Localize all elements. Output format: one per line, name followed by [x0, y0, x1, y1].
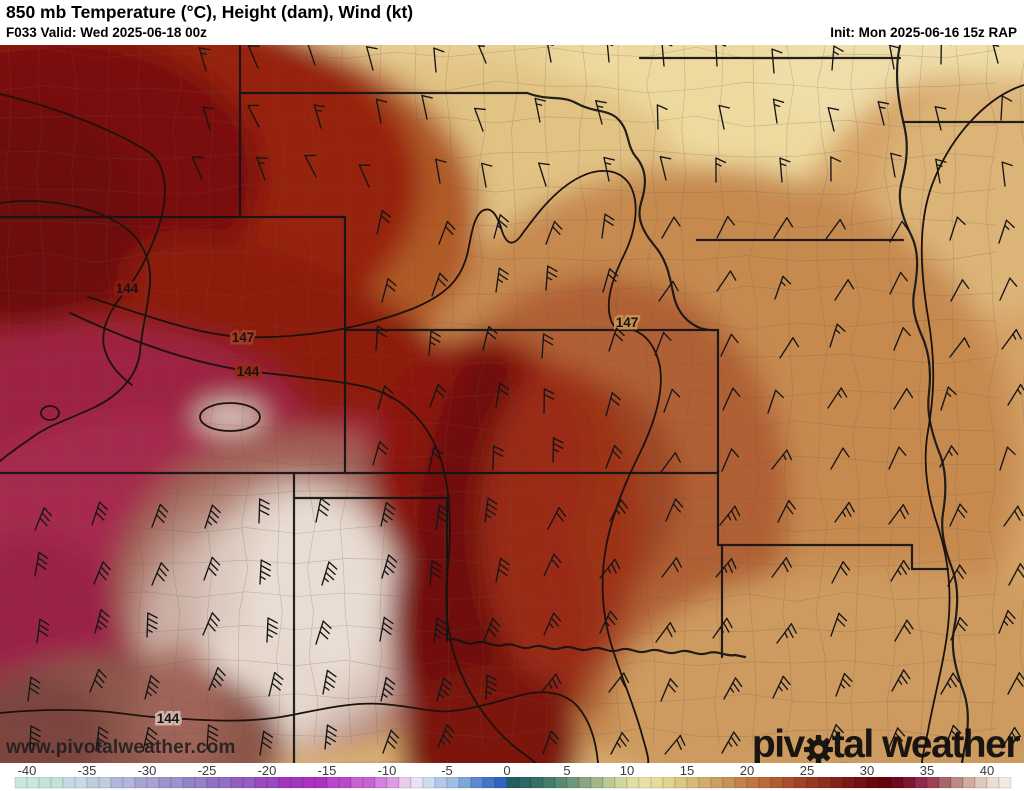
svg-text:147: 147	[232, 330, 255, 345]
county-borders	[0, 45, 1024, 763]
legend-tick-label: -30	[137, 763, 157, 778]
legend-tick-label: -35	[77, 763, 97, 778]
temperature-legend: -40 -35 -30 -25 -20 -15 -10 -5 0 5 10 15 20 25 30 35 40	[0, 763, 1024, 791]
legend-tick-label: -10	[377, 763, 397, 778]
model-init-label: Init: Mon 2025-06-16 15z RAP	[830, 25, 1017, 40]
contour-labels: 144 147 144 147 144	[113, 279, 641, 729]
legend-tick-label: -25	[197, 763, 217, 778]
legend-tick-label: 40	[979, 763, 995, 778]
logo-text-left: piv	[751, 723, 805, 766]
legend-tick-label: 20	[739, 763, 755, 778]
legend-tick-label: 0	[503, 763, 511, 778]
svg-text:144: 144	[157, 711, 180, 726]
map-header: 850 mb Temperature (°C), Height (dam), W…	[0, 0, 1024, 45]
legend-tick-label: 5	[563, 763, 571, 778]
legend-tick-label: -40	[17, 763, 37, 778]
legend-tick-label: 15	[679, 763, 695, 778]
legend-tick-label: 35	[919, 763, 935, 778]
legend-tick-label: -15	[317, 763, 337, 778]
pivotal-weather-logo: piv tal weat	[751, 723, 1021, 766]
legend-tick-label: -5	[441, 763, 453, 778]
page-title: 850 mb Temperature (°C), Height (dam), W…	[6, 2, 414, 22]
forecast-valid-label: F033 Valid: Wed 2025-06-18 00z	[6, 25, 207, 40]
logo-text-right: tal weather	[831, 723, 1021, 766]
legend-tick-label: 10	[619, 763, 635, 778]
weather-map-canvas: 144 147 144 147 144 www.pivotalweather.com p…	[0, 45, 1024, 766]
legend-colorbar	[14, 777, 1012, 789]
watermark: www.pivotalweather.com	[6, 737, 236, 758]
map-graphics: 144 147 144 147 144	[0, 45, 1024, 763]
height-contours	[0, 84, 1024, 763]
svg-text:147: 147	[616, 315, 639, 330]
legend-tick-label: 30	[859, 763, 875, 778]
gear-icon	[803, 733, 834, 764]
legend-tick-label: 25	[799, 763, 815, 778]
legend-tick-label: -20	[257, 763, 277, 778]
wind-barbs	[27, 45, 1024, 756]
svg-text:144: 144	[116, 281, 139, 296]
svg-text:144: 144	[237, 364, 260, 379]
